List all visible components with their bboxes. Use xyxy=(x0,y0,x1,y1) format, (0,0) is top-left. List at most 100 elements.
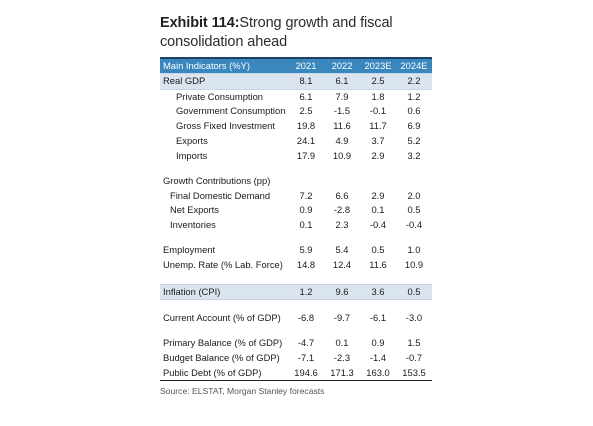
table-row: Net Exports 0.9 -2.8 0.1 0.5 xyxy=(160,203,432,218)
spacer-cell xyxy=(288,300,324,311)
row-label: Net Exports xyxy=(170,204,219,216)
row-label: Unemp. Rate (% Lab. Force) xyxy=(163,259,283,271)
header-year: 2024E xyxy=(396,59,432,74)
row-value: -7.1 xyxy=(297,351,315,363)
spacer-cell xyxy=(396,326,432,337)
spacer-cell xyxy=(396,233,432,244)
row-label: Real GDP xyxy=(160,73,288,90)
table-row: Exports 24.1 4.9 3.7 5.2 xyxy=(160,134,432,149)
table-row: Public Debt (% of GDP) 194.6 171.3 163.0 153… xyxy=(160,365,432,382)
row-value: 2.0 xyxy=(407,189,421,201)
table-row: Gross Fixed Investment 19.8 11.6 11.7 6.9 xyxy=(160,119,432,134)
row-value: -0.4 xyxy=(405,219,423,231)
exhibit-number: Exhibit 114: xyxy=(160,15,240,31)
row-value: -6.1 xyxy=(369,311,387,323)
row-value: 11.6 xyxy=(369,259,387,271)
row-value: -1.4 xyxy=(369,351,387,363)
row-value: 0.1 xyxy=(371,204,385,216)
row-label: Government Consumption xyxy=(176,105,286,117)
row-value: -0.1 xyxy=(369,105,387,117)
row-label: Public Debt (% of GDP) xyxy=(160,365,288,382)
row-value: -0.7 xyxy=(405,351,423,363)
spacer-cell xyxy=(288,326,324,337)
row-label: Budget Balance (% of GDP) xyxy=(163,351,280,363)
row-value: -1.5 xyxy=(333,105,351,117)
row-label: Inflation (CPI) xyxy=(160,283,288,301)
table-row: Private Consumption 6.1 7.9 1.8 1.2 xyxy=(160,89,432,104)
spacer-cell xyxy=(288,163,324,174)
row-value: 4.9 xyxy=(335,134,349,146)
table-row: Unemp. Rate (% Lab. Force) 14.8 12.4 11.6 10… xyxy=(160,258,432,273)
row-value: 0.9 xyxy=(371,337,385,349)
table-row: Current Account (% of GDP) -6.8 -9.7 -6.1 -3… xyxy=(160,311,432,326)
spacer-cell xyxy=(396,163,432,174)
row-value: 0.1 xyxy=(335,337,349,349)
row-value: 2.5 xyxy=(360,73,396,90)
row-value: 19.8 xyxy=(296,120,316,132)
row-value: 11.6 xyxy=(333,120,351,132)
title-rule xyxy=(160,57,432,59)
row-value: 3.7 xyxy=(371,134,385,146)
row-value: 10.9 xyxy=(404,259,424,271)
table-row: Inventories 0.1 2.3 -0.4 -0.4 xyxy=(160,218,432,233)
spacer-cell xyxy=(160,273,288,284)
exhibit: Exhibit 114:Strong growth and fiscal con… xyxy=(160,14,432,396)
row-label: Inventories xyxy=(170,219,216,231)
row-label: Primary Balance (% of GDP) xyxy=(163,337,283,349)
row-value: 6.1 xyxy=(299,90,313,102)
table-row: Final Domestic Demand 7.2 6.6 2.9 2.0 xyxy=(160,189,432,204)
table-header-row: Main Indicators (%Y) 2021 2022 2023E 202… xyxy=(160,59,432,74)
table-row: Inflation (CPI) 1.2 9.6 3.6 0.5 xyxy=(160,283,432,301)
row-value: 5.9 xyxy=(299,244,313,256)
row-value: -2.3 xyxy=(333,351,351,363)
row-value: 0.6 xyxy=(407,105,421,117)
header-year: 2023E xyxy=(360,59,396,74)
row-value: 0.5 xyxy=(407,204,421,216)
header-year: 2022 xyxy=(324,59,360,74)
row-label: Gross Fixed Investment xyxy=(176,120,275,132)
row-value: 2.2 xyxy=(396,73,432,90)
row-value: -2.8 xyxy=(333,204,351,216)
row-label: Private Consumption xyxy=(176,90,264,102)
row-value: 6.1 xyxy=(324,73,360,90)
spacer-cell xyxy=(324,233,360,244)
row-value: 24.1 xyxy=(296,134,316,146)
spacer-row xyxy=(160,273,432,284)
row-value: 153.5 xyxy=(396,365,432,382)
indicators-table: Main Indicators (%Y) 2021 2022 2023E 202… xyxy=(160,59,432,382)
row-value: 14.8 xyxy=(296,259,316,271)
row-value: 1.0 xyxy=(407,244,421,256)
table-row: Imports 17.9 10.9 2.9 3.2 xyxy=(160,149,432,164)
spacer-cell xyxy=(324,326,360,337)
table-body: Real GDP 8.1 6.1 2.5 2.2 Private Consumption 6… xyxy=(160,73,432,382)
spacer-cell xyxy=(288,233,324,244)
row-value: -3.0 xyxy=(405,311,423,323)
table-row: Primary Balance (% of GDP) -4.7 0.1 0.9 1.5 xyxy=(160,336,432,351)
spacer-cell xyxy=(360,300,396,311)
row-label: Current Account (% of GDP) xyxy=(163,311,281,323)
row-value: 8.1 xyxy=(288,73,324,90)
spacer-cell xyxy=(160,233,288,244)
row-value: 9.6 xyxy=(324,283,360,301)
row-value: 5.2 xyxy=(407,134,421,146)
row-value: 11.7 xyxy=(369,120,387,132)
spacer-cell xyxy=(360,163,396,174)
row-value: 171.3 xyxy=(324,365,360,382)
row-value: -4.7 xyxy=(297,337,315,349)
row-value: 163.0 xyxy=(360,365,396,382)
table-row: Government Consumption 2.5 -1.5 -0.1 0.6 xyxy=(160,104,432,119)
row-value: 2.3 xyxy=(335,219,349,231)
spacer-cell xyxy=(160,326,288,337)
row-label: Final Domestic Demand xyxy=(170,189,271,201)
row-value: 0.5 xyxy=(396,283,432,301)
row-label: Exports xyxy=(176,134,208,146)
spacer-row xyxy=(160,326,432,337)
spacer-cell xyxy=(324,163,360,174)
row-value: 1.2 xyxy=(407,90,421,102)
row-value: 194.6 xyxy=(288,365,324,382)
row-value: -9.7 xyxy=(333,311,351,323)
row-value: 2.9 xyxy=(371,149,385,161)
row-value xyxy=(360,174,396,189)
header-label: Main Indicators (%Y) xyxy=(160,59,288,74)
spacer-cell xyxy=(360,273,396,284)
